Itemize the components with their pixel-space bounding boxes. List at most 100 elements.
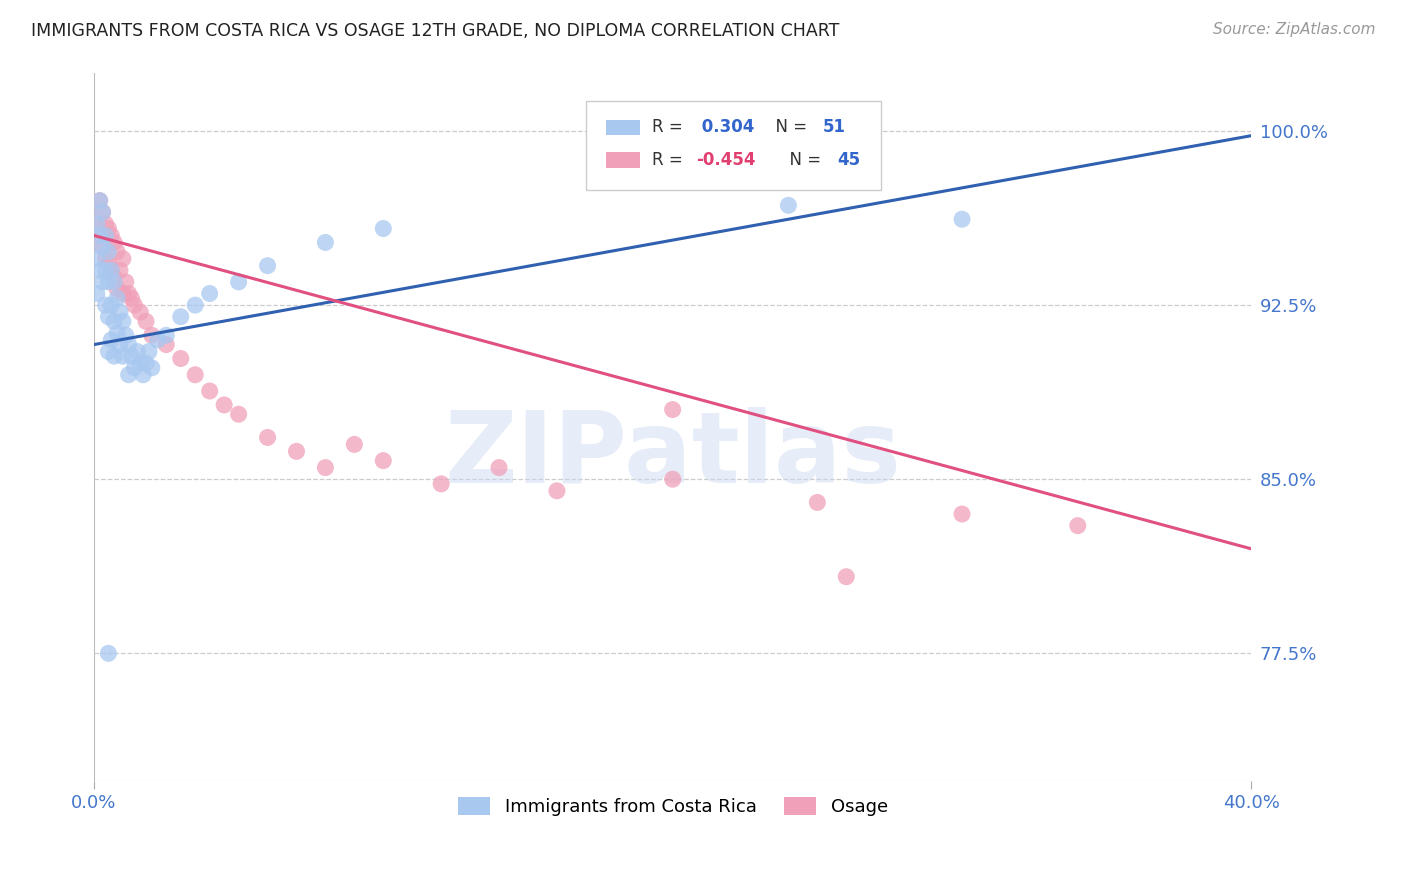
Point <box>170 310 193 324</box>
Point <box>108 305 131 319</box>
Point <box>100 228 122 243</box>
Point <box>105 291 128 305</box>
Point <box>89 194 111 208</box>
Point <box>373 453 395 467</box>
Point <box>100 263 122 277</box>
Text: R =: R = <box>652 119 688 136</box>
Point <box>198 286 221 301</box>
Point <box>91 240 114 254</box>
Point <box>100 333 122 347</box>
Point <box>105 282 128 296</box>
Point <box>124 360 146 375</box>
Text: IMMIGRANTS FROM COSTA RICA VS OSAGE 12TH GRADE, NO DIPLOMA CORRELATION CHART: IMMIGRANTS FROM COSTA RICA VS OSAGE 12TH… <box>31 22 839 40</box>
Point <box>228 407 250 421</box>
Point <box>108 263 131 277</box>
Point <box>170 351 193 366</box>
Point <box>94 228 117 243</box>
Point <box>228 275 250 289</box>
Point <box>212 398 235 412</box>
Point <box>103 275 125 289</box>
Point <box>97 310 120 324</box>
Point <box>86 217 108 231</box>
Point <box>1067 518 1090 533</box>
Text: ZIPatlas: ZIPatlas <box>444 407 901 504</box>
Text: 51: 51 <box>823 119 846 136</box>
Point <box>135 356 157 370</box>
Text: R =: R = <box>652 151 688 169</box>
Point <box>97 256 120 270</box>
Point <box>198 384 221 398</box>
Point <box>94 298 117 312</box>
Point <box>373 221 395 235</box>
Point <box>114 328 136 343</box>
Point <box>285 444 308 458</box>
Point <box>91 240 114 254</box>
Point <box>100 263 122 277</box>
Point <box>111 349 134 363</box>
Point <box>135 314 157 328</box>
Point <box>86 286 108 301</box>
Point <box>138 344 160 359</box>
FancyBboxPatch shape <box>586 102 882 190</box>
Point <box>155 337 177 351</box>
Point <box>118 337 141 351</box>
Text: N =: N = <box>765 119 813 136</box>
Point <box>91 275 114 289</box>
Point <box>132 368 155 382</box>
Point <box>546 483 568 498</box>
Text: -0.454: -0.454 <box>696 151 755 169</box>
Point <box>127 344 149 359</box>
Text: 45: 45 <box>837 151 860 169</box>
Point <box>105 326 128 340</box>
Point <box>184 368 207 382</box>
Point <box>103 349 125 363</box>
Point <box>146 333 169 347</box>
Point <box>91 205 114 219</box>
Point <box>488 460 510 475</box>
Point <box>89 228 111 243</box>
Point <box>108 337 131 351</box>
Point <box>155 328 177 343</box>
Point <box>124 298 146 312</box>
Point <box>89 263 111 277</box>
Point <box>430 476 453 491</box>
Point <box>950 212 973 227</box>
Point <box>103 235 125 250</box>
Text: 0.304: 0.304 <box>696 119 754 136</box>
Point <box>314 460 336 475</box>
Point <box>97 344 120 359</box>
Text: N =: N = <box>779 151 827 169</box>
Point <box>129 356 152 370</box>
Point <box>778 198 800 212</box>
Point <box>97 221 120 235</box>
Point <box>94 263 117 277</box>
Point <box>661 402 683 417</box>
Point <box>86 252 108 266</box>
Point <box>343 437 366 451</box>
Point <box>129 305 152 319</box>
Point <box>835 570 858 584</box>
Point <box>97 275 120 289</box>
Point <box>103 314 125 328</box>
Point <box>89 194 111 208</box>
Point <box>184 298 207 312</box>
Point <box>121 349 143 363</box>
Bar <box>606 120 640 136</box>
Point <box>806 495 828 509</box>
Point <box>105 244 128 259</box>
Point <box>141 328 163 343</box>
Point <box>118 286 141 301</box>
Point <box>661 472 683 486</box>
Text: Source: ZipAtlas.com: Source: ZipAtlas.com <box>1212 22 1375 37</box>
Point <box>111 252 134 266</box>
Point <box>121 291 143 305</box>
Point <box>256 430 278 444</box>
Point <box>94 217 117 231</box>
Point <box>91 205 114 219</box>
Bar <box>606 153 640 168</box>
Point <box>111 286 134 301</box>
Point <box>314 235 336 250</box>
Point <box>114 275 136 289</box>
Point <box>100 298 122 312</box>
Point <box>86 217 108 231</box>
